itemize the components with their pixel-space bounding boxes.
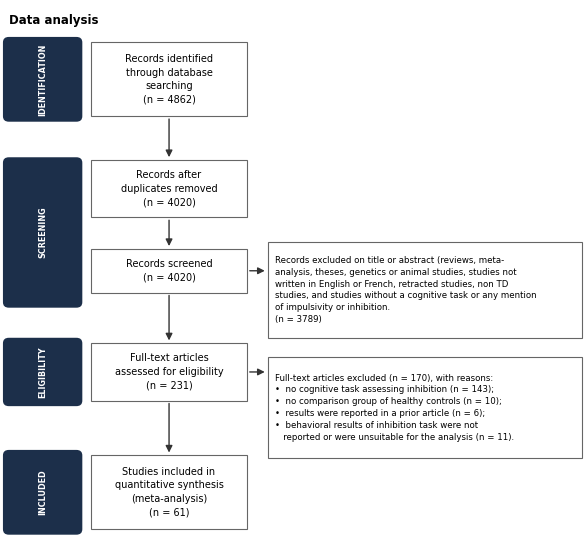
Text: Full-text articles
assessed for eligibility
(n = 231): Full-text articles assessed for eligibil…	[115, 353, 223, 391]
FancyBboxPatch shape	[3, 450, 82, 535]
Text: Data analysis: Data analysis	[9, 14, 98, 27]
Text: Studies included in
quantitative synthesis
(meta-analysis)
(n = 61): Studies included in quantitative synthes…	[115, 467, 223, 517]
Text: Records screened
(n = 4020): Records screened (n = 4020)	[126, 259, 212, 283]
FancyBboxPatch shape	[3, 37, 82, 122]
Text: SCREENING: SCREENING	[38, 207, 47, 258]
Text: Full-text articles excluded (n = 170), with reasons:
•  no cognitive task assess: Full-text articles excluded (n = 170), w…	[275, 374, 514, 441]
Text: Records after
duplicates removed
(n = 4020): Records after duplicates removed (n = 40…	[121, 170, 218, 207]
FancyBboxPatch shape	[268, 242, 582, 338]
FancyBboxPatch shape	[91, 43, 247, 117]
Text: ELIGIBILITY: ELIGIBILITY	[38, 346, 47, 398]
Text: Records identified
through database
searching
(n = 4862): Records identified through database sear…	[125, 54, 213, 104]
Text: IDENTIFICATION: IDENTIFICATION	[38, 43, 47, 115]
FancyBboxPatch shape	[91, 160, 247, 217]
Text: Records excluded on title or abstract (reviews, meta-
analysis, theses, genetics: Records excluded on title or abstract (r…	[275, 256, 536, 324]
FancyBboxPatch shape	[268, 357, 582, 458]
FancyBboxPatch shape	[3, 158, 82, 307]
FancyBboxPatch shape	[91, 249, 247, 293]
Text: INCLUDED: INCLUDED	[38, 469, 47, 515]
FancyBboxPatch shape	[3, 337, 82, 406]
FancyBboxPatch shape	[91, 455, 247, 529]
FancyBboxPatch shape	[91, 344, 247, 400]
